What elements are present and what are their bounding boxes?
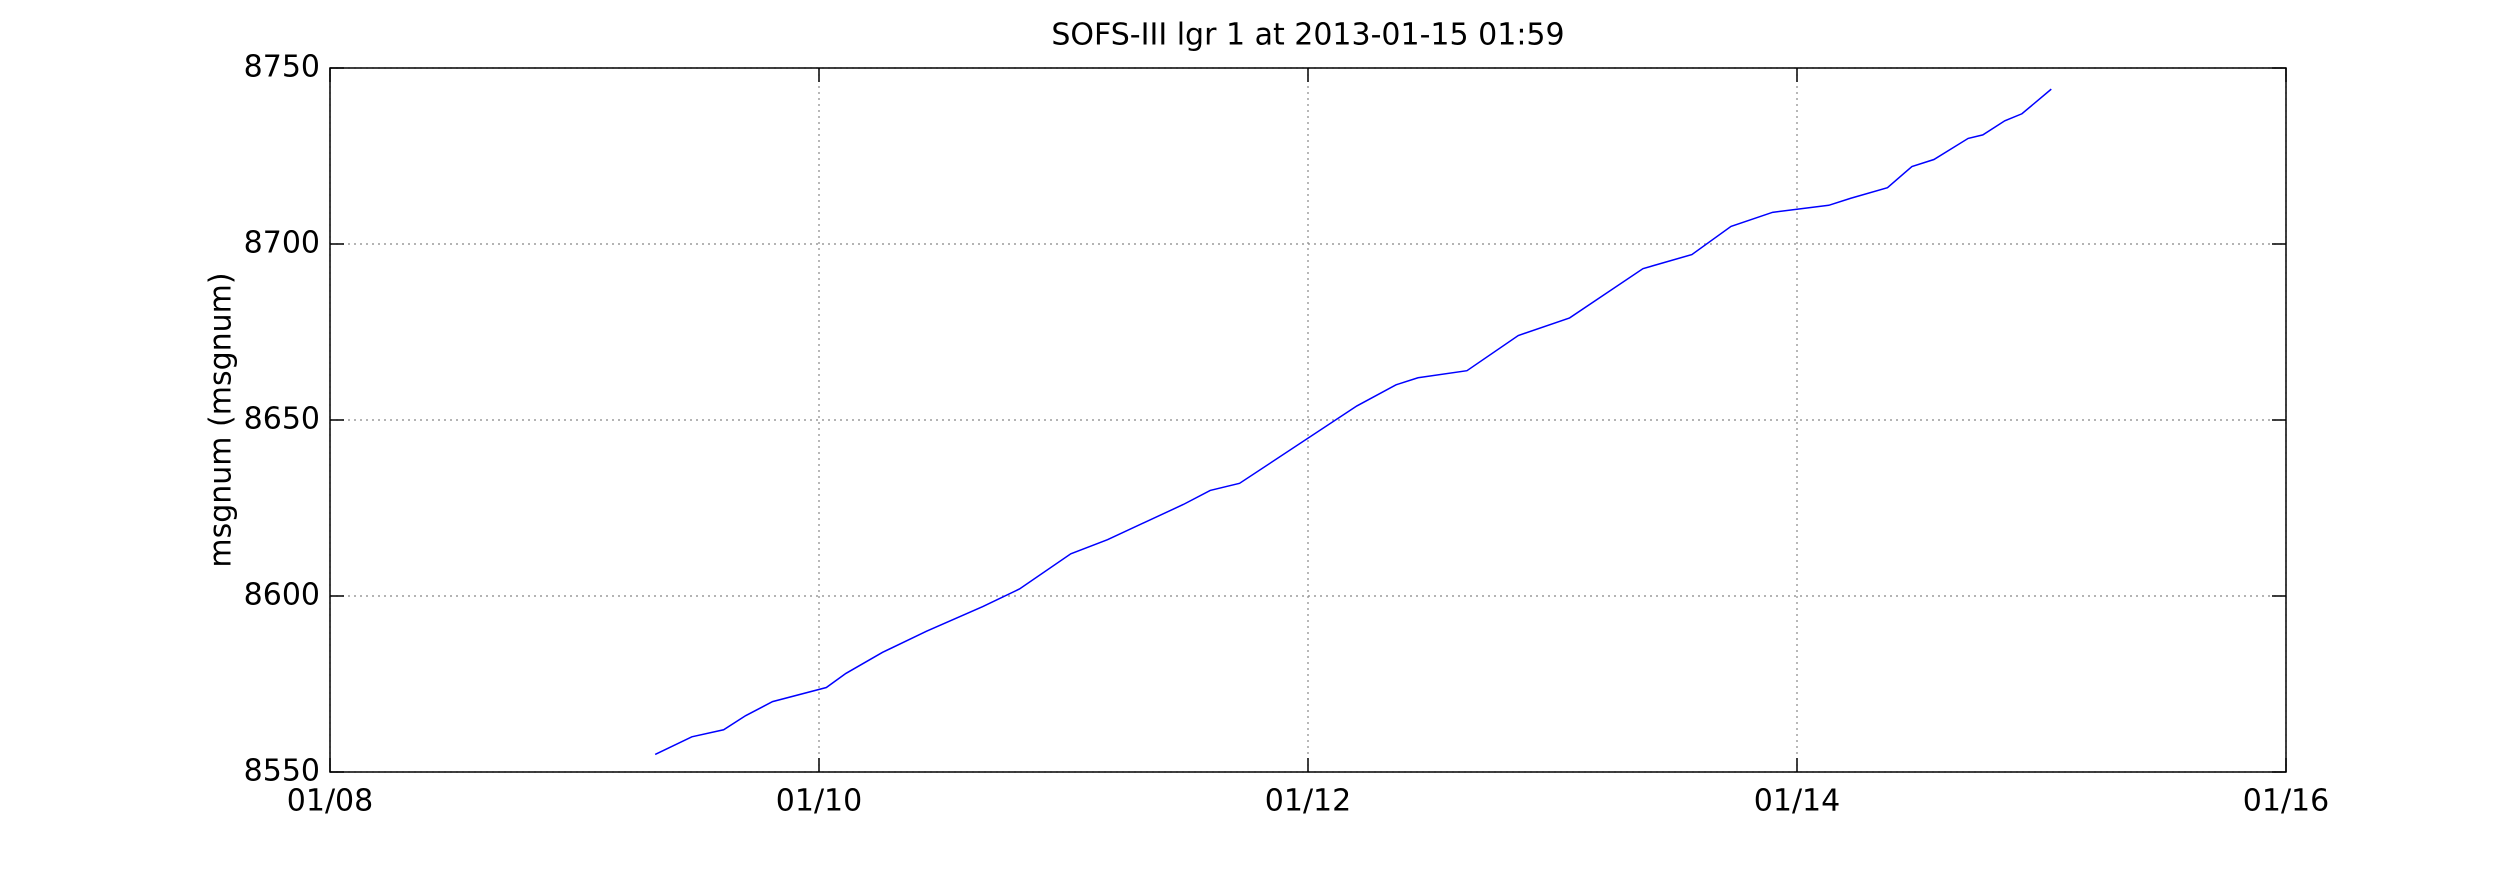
y-tick-label: 8650 [244, 402, 320, 437]
y-tick-label: 8600 [244, 578, 320, 613]
x-tick-label: 01/14 [1754, 784, 1840, 819]
x-tick-label: 01/10 [776, 784, 862, 819]
data-line [654, 88, 2052, 756]
x-tick-label: 01/12 [1265, 784, 1351, 819]
x-tick-label: 01/16 [2243, 784, 2329, 819]
chart-title: SOFS-III lgr 1 at 2013-01-15 01:59 [1051, 18, 1564, 53]
y-tick-label: 8550 [244, 754, 320, 789]
x-tick-label: 01/08 [287, 784, 373, 819]
y-axis-label: msgnum (msgnum) [204, 272, 239, 567]
y-tick-label: 8750 [244, 50, 320, 85]
y-tick-label: 8700 [244, 226, 320, 261]
plot-frame [329, 67, 2287, 773]
